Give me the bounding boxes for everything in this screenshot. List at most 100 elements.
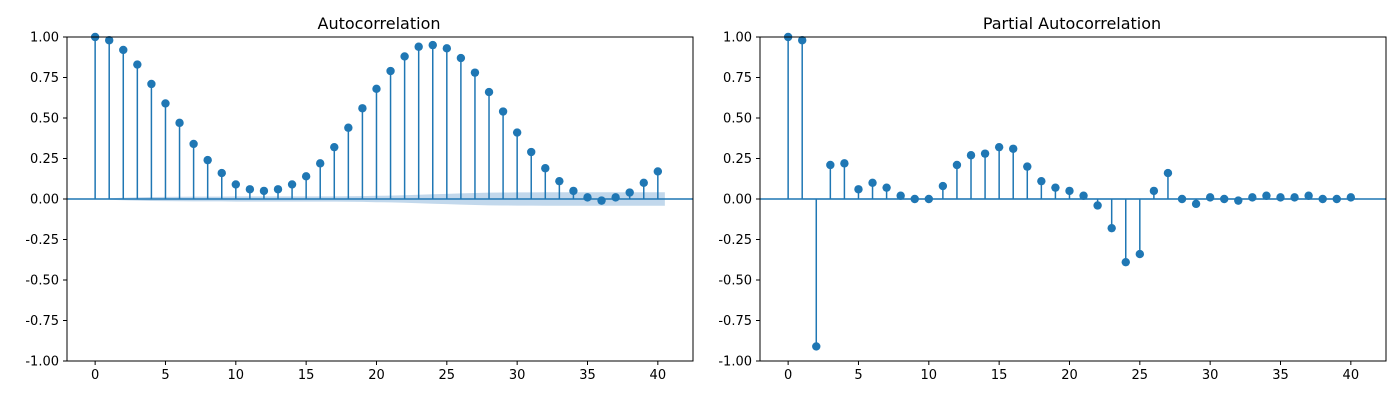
- pacf-ytick-label-0.75: 0.75: [723, 71, 752, 86]
- acf-marker-lag-20: [372, 84, 381, 94]
- pacf-marker-lag-9: [910, 194, 919, 204]
- acf-ytick-label-1.00: 1.00: [30, 31, 59, 46]
- pacf-marker-lag-36: [1290, 193, 1299, 202]
- pacf-marker-lag-28: [1177, 194, 1187, 204]
- acf-marker-lag-29: [498, 107, 508, 116]
- acf-xtick-label-40: 40: [650, 368, 667, 383]
- pacf-marker-lag-21: [1079, 191, 1088, 200]
- pacf-marker-lag-25: [1135, 249, 1145, 259]
- acf-marker-lag-14: [287, 180, 297, 189]
- acf-xtick-label-20: 20: [368, 368, 385, 383]
- acf-marker-lag-13: [273, 185, 283, 194]
- acf-marker-lag-36: [597, 196, 606, 205]
- acf-marker-lag-40: [653, 167, 663, 176]
- pacf-xtick-label-35: 35: [1272, 368, 1289, 383]
- acf-marker-lag-16: [316, 159, 325, 168]
- pacf-xtick-label-0: 0: [784, 368, 792, 383]
- acf-marker-lag-10: [231, 180, 241, 189]
- pacf-marker-lag-20: [1065, 186, 1074, 196]
- acf-marker-lag-3: [133, 60, 142, 69]
- acf-marker-lag-24: [428, 40, 437, 50]
- pacf-marker-lag-31: [1220, 194, 1229, 204]
- pacf-marker-lag-39: [1332, 194, 1341, 204]
- acf-marker-lag-21: [386, 66, 395, 76]
- pacf-marker-lag-27: [1163, 168, 1173, 178]
- acf-xtick-label-0: 0: [91, 368, 99, 383]
- acf-xtick-label-30: 30: [509, 368, 526, 383]
- acf-marker-lag-4: [147, 79, 156, 89]
- pacf-marker-lag-34: [1262, 191, 1271, 200]
- acf-marker-lag-15: [301, 172, 311, 181]
- pacf-marker-lag-17: [1023, 162, 1032, 171]
- acf-marker-lag-7: [189, 139, 198, 149]
- pacf-ytick-label-0.00: 0.00: [723, 193, 752, 208]
- pacf-ytick-label--0.75: -0.75: [718, 314, 752, 329]
- pacf-xtick-label-10: 10: [921, 368, 938, 383]
- pacf-marker-lag-2: [812, 342, 821, 351]
- autocorrelation-title: Autocorrelation: [318, 14, 441, 33]
- acf-ytick-label-0.00: 0.00: [30, 193, 59, 208]
- acf-ytick-label-0.25: 0.25: [30, 152, 59, 167]
- pacf-xtick-label-15: 15: [991, 368, 1008, 383]
- acf-marker-lag-30: [512, 128, 522, 137]
- acf-marker-lag-2: [119, 45, 128, 55]
- pacf-marker-lag-18: [1037, 176, 1046, 186]
- pacf-marker-lag-33: [1248, 193, 1257, 202]
- acf-ytick-label--1.00: -1.00: [25, 355, 59, 370]
- acf-marker-lag-26: [456, 53, 466, 63]
- pacf-xtick-label-40: 40: [1343, 368, 1360, 383]
- pacf-marker-lag-38: [1318, 194, 1327, 204]
- acf-marker-lag-39: [639, 178, 648, 187]
- pacf-marker-lag-37: [1304, 191, 1313, 200]
- pacf-xtick-label-20: 20: [1061, 368, 1078, 383]
- pacf-marker-lag-15: [994, 142, 1004, 152]
- pacf-ytick-label-0.50: 0.50: [723, 112, 752, 127]
- partial-autocorrelation-title: Partial Autocorrelation: [983, 14, 1161, 33]
- pacf-marker-lag-32: [1234, 196, 1243, 205]
- pacf-ytick-label-1.00: 1.00: [723, 31, 752, 46]
- pacf-marker-lag-7: [882, 183, 891, 192]
- acf-xtick-label-35: 35: [579, 368, 596, 383]
- pacf-marker-lag-22: [1093, 201, 1102, 210]
- acf-marker-lag-37: [611, 193, 620, 202]
- pacf-marker-lag-16: [1009, 144, 1018, 153]
- pacf-marker-lag-12: [952, 160, 962, 170]
- acf-ytick-label--0.25: -0.25: [25, 233, 59, 248]
- pacf-marker-lag-11: [938, 181, 948, 191]
- autocorrelation-panel: Autocorrelation 0 10 15 20 25 30 35 40 5 1.00 0.75…: [25, 14, 694, 383]
- pacf-ytick-label--0.50: -0.50: [718, 274, 752, 289]
- pacf-marker-lag-30: [1205, 193, 1215, 202]
- pacf-xtick-label-5: 5: [854, 368, 862, 383]
- pacf-ytick-label--0.25: -0.25: [718, 233, 752, 248]
- acf-marker-lag-32: [541, 164, 550, 173]
- acf-ytick-label--0.75: -0.75: [25, 314, 59, 329]
- acf-xtick-label-5: 5: [161, 368, 169, 383]
- pacf-marker-lag-23: [1107, 223, 1116, 233]
- pacf-marker-lag-40: [1346, 193, 1356, 202]
- pacf-marker-lag-10: [924, 194, 934, 204]
- acf-marker-lag-31: [527, 147, 536, 157]
- pacf-xtick-label-25: 25: [1132, 368, 1149, 383]
- acf-marker-lag-6: [175, 118, 184, 128]
- acf-ytick-label-0.50: 0.50: [30, 112, 59, 127]
- acf-marker-lag-25: [442, 44, 452, 53]
- pacf-marker-lag-3: [826, 160, 835, 170]
- pacf-marker-lag-14: [980, 149, 990, 158]
- acf-marker-lag-19: [358, 104, 367, 113]
- acf-marker-lag-35: [583, 193, 592, 202]
- pacf-xtick-label-30: 30: [1202, 368, 1219, 383]
- acf-marker-lag-12: [259, 186, 269, 196]
- acf-marker-lag-23: [414, 42, 423, 51]
- pacf-marker-lag-6: [868, 178, 877, 187]
- acf-marker-lag-8: [203, 155, 212, 165]
- pacf-marker-lag-29: [1191, 199, 1201, 209]
- pacf-marker-lag-24: [1121, 257, 1130, 267]
- acf-marker-lag-27: [470, 68, 480, 77]
- acf-marker-lag-28: [484, 87, 494, 97]
- acf-marker-lag-9: [217, 168, 226, 178]
- acf-marker-lag-34: [569, 186, 578, 196]
- acf-ytick-label-0.75: 0.75: [30, 71, 59, 86]
- partial-autocorrelation-panel: Partial Autocorrelation 0 10 15 20 25 30 35 40 5…: [718, 14, 1387, 383]
- acf-marker-lag-22: [400, 52, 409, 61]
